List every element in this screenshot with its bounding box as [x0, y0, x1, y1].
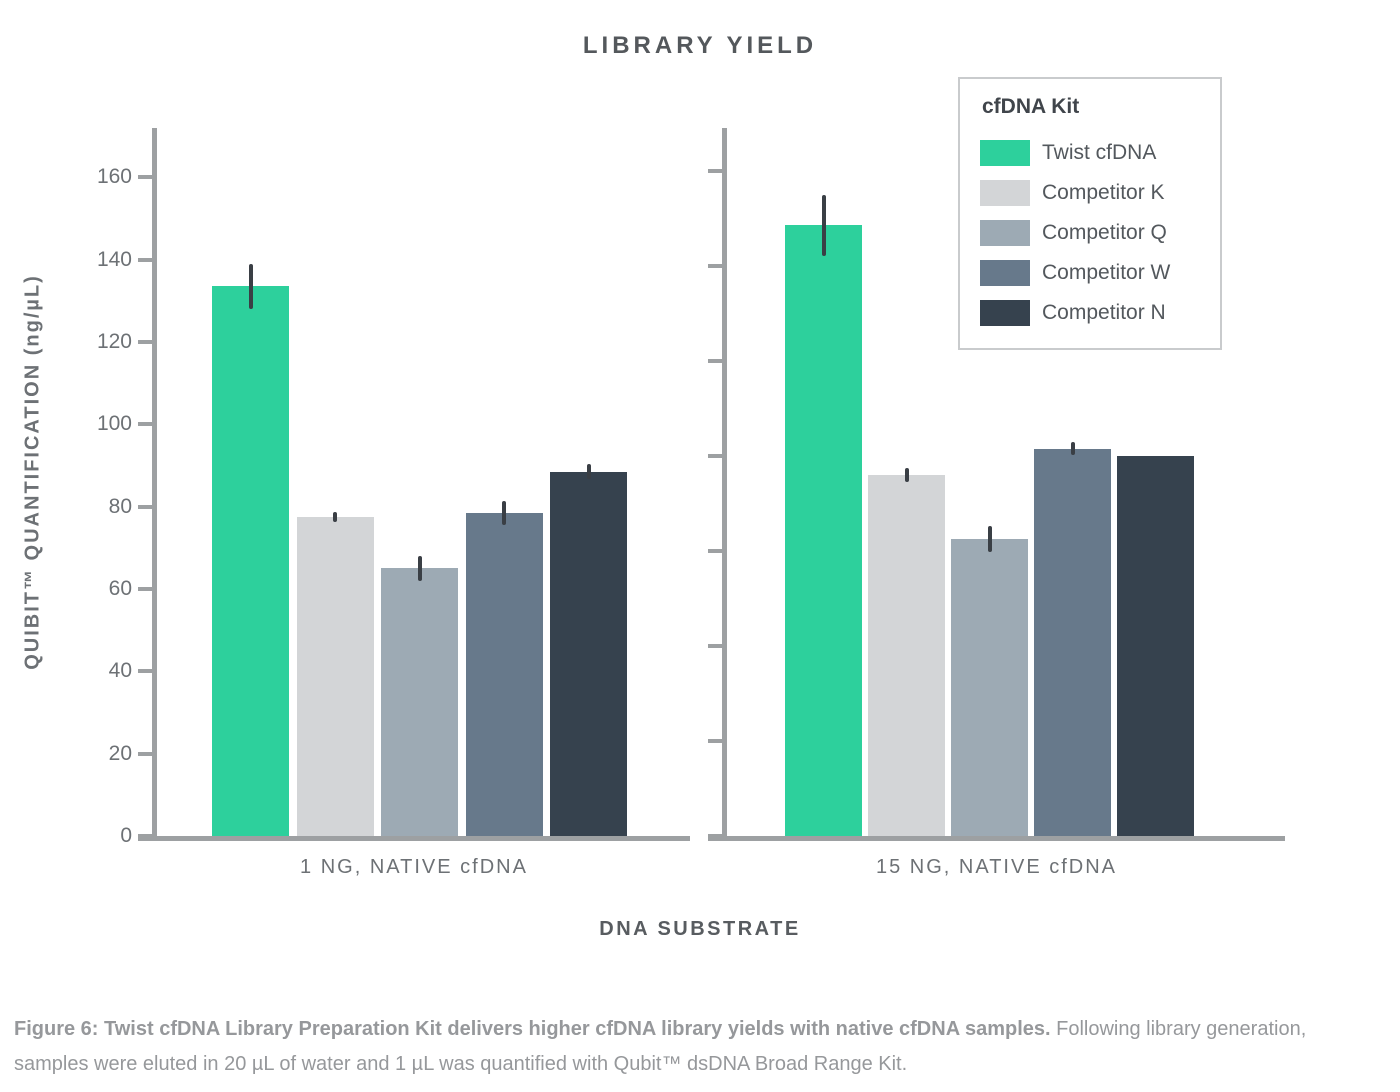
y-tick-label: 40	[108, 659, 132, 683]
x-axis-line	[708, 836, 1285, 841]
bar-twist-cfdna-15-ng-native-cfdna	[785, 225, 862, 836]
bar-competitor-k-1-ng-native-cfdna	[296, 517, 374, 836]
y-tick	[138, 751, 152, 756]
error-bar-twist-cfdna-15-ng-native-cfdna	[821, 194, 826, 257]
y-tick-label: 80	[108, 494, 132, 518]
panel-15ng	[708, 128, 1285, 841]
y-tick	[138, 504, 152, 509]
bar-competitor-q-1-ng-native-cfdna	[381, 568, 458, 836]
bar-competitor-w-1-ng-native-cfdna	[465, 512, 543, 836]
chart-title: LIBRARY YIELD	[582, 32, 818, 59]
caption-bold: Figure 6: Twist cfDNA Library Preparatio…	[14, 1018, 1051, 1040]
legend-swatch-competitor-q	[980, 220, 1030, 246]
x-axis-line	[138, 836, 690, 841]
y-tick	[138, 669, 152, 674]
legend-label: Twist cfDNA	[1042, 141, 1157, 164]
error-bar-competitor-n-1-ng-native-cfdna	[586, 464, 591, 480]
legend-item-competitor-q: Competitor Q	[980, 220, 1202, 246]
y-tick	[708, 453, 722, 458]
y-tick-label: 140	[96, 247, 132, 271]
y-tick-label: 20	[108, 741, 132, 765]
error-bar-competitor-q-1-ng-native-cfdna	[417, 556, 422, 581]
y-axis-line	[722, 128, 727, 841]
y-tick	[138, 834, 152, 838]
legend-item-twist-cfdna: Twist cfDNA	[980, 140, 1202, 166]
legend-swatch-competitor-k	[980, 180, 1030, 206]
legend: cfDNA Kit Twist cfDNA Competitor K Competi…	[958, 77, 1222, 350]
error-bar-competitor-k-15-ng-native-cfdna	[904, 467, 909, 482]
bar-competitor-n-1-ng-native-cfdna	[550, 471, 627, 836]
category-label-1ng: 1 NG, NATIVE cfDNA	[300, 856, 528, 878]
error-bar-twist-cfdna-1-ng-native-cfdna	[248, 263, 253, 310]
y-tick	[708, 168, 722, 173]
legend-swatch-competitor-n	[980, 300, 1030, 326]
y-tick	[138, 340, 152, 345]
bar-competitor-n-15-ng-native-cfdna	[1117, 455, 1194, 836]
error-bar-competitor-q-15-ng-native-cfdna	[987, 526, 992, 552]
legend-title: cfDNA Kit	[982, 95, 1080, 118]
bar-twist-cfdna-1-ng-native-cfdna	[212, 286, 289, 836]
y-tick	[708, 643, 722, 648]
legend-label: Competitor W	[1042, 261, 1171, 284]
y-tick	[708, 358, 722, 363]
y-tick	[708, 548, 722, 553]
y-tick	[708, 834, 722, 838]
y-tick	[138, 422, 152, 427]
legend-label: Competitor K	[1042, 181, 1165, 204]
bar-competitor-q-15-ng-native-cfdna	[951, 539, 1028, 836]
panel-1ng	[138, 128, 690, 841]
y-tick-label: 160	[96, 165, 132, 189]
caption-rest: Following library generation, samples we…	[14, 1018, 1307, 1075]
y-tick-label: 0	[120, 824, 132, 847]
bar-competitor-k-15-ng-native-cfdna	[868, 474, 945, 836]
legend-item-competitor-w: Competitor W	[980, 260, 1202, 286]
y-axis-label: QUIBIT™ QUANTIFICATION (ng/µL)	[21, 274, 44, 670]
y-tick	[708, 263, 722, 268]
x-axis-title: DNA SUBSTRATE	[599, 918, 801, 940]
y-tick	[138, 257, 152, 262]
legend-label: Competitor Q	[1042, 221, 1167, 244]
error-bar-competitor-w-1-ng-native-cfdna	[502, 500, 506, 526]
y-tick	[708, 738, 722, 743]
y-axis-line	[152, 128, 157, 841]
figure-caption: Figure 6: Twist cfDNA Library Preparatio…	[14, 1012, 1344, 1082]
y-tick-label: 60	[108, 577, 132, 601]
y-tick-label: 120	[96, 330, 132, 354]
legend-label: Competitor N	[1042, 301, 1166, 324]
legend-item-competitor-n: Competitor N	[980, 300, 1202, 326]
error-bar-competitor-w-15-ng-native-cfdna	[1070, 442, 1075, 456]
y-tick-label: 100	[96, 412, 132, 436]
error-bar-competitor-k-1-ng-native-cfdna	[333, 511, 337, 523]
legend-swatch-twist-cfdna	[980, 140, 1030, 166]
bar-competitor-w-15-ng-native-cfdna	[1034, 448, 1111, 836]
y-tick	[138, 175, 152, 180]
category-label-15ng: 15 NG, NATIVE cfDNA	[875, 856, 1117, 878]
legend-item-competitor-k: Competitor K	[980, 180, 1202, 206]
legend-swatch-competitor-w	[980, 260, 1030, 286]
y-tick	[138, 587, 152, 592]
